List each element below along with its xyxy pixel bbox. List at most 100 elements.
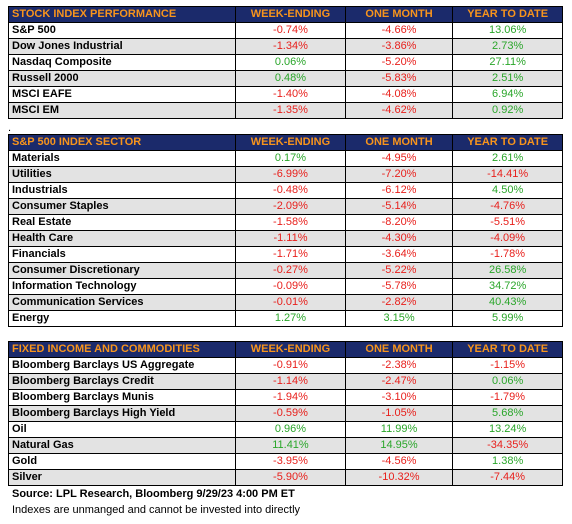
cell-value: 2.61% <box>452 150 563 167</box>
row-label: MSCI EM <box>7 102 237 119</box>
cell-value: -1.11% <box>235 230 346 247</box>
cell-value: 26.58% <box>452 262 563 279</box>
row-label: Consumer Staples <box>7 198 237 215</box>
cell-value: -5.51% <box>452 214 563 231</box>
data-row: S&P 500 -0.74% -4.66% 13.06% <box>7 22 563 39</box>
cell-value: -3.10% <box>344 389 454 406</box>
cell-value: -4.66% <box>344 22 454 39</box>
data-row: Communication Services -0.01% -2.82% 40.43% <box>7 294 563 311</box>
cell-value: -14.41% <box>452 166 563 183</box>
cell-value: -4.62% <box>344 102 454 119</box>
column-header: ONE MONTH <box>344 134 454 151</box>
data-row: Silver -5.90% -10.32% -7.44% <box>7 469 563 486</box>
column-header: WEEK-ENDING <box>235 6 346 23</box>
cell-value: 4.50% <box>452 182 563 199</box>
cell-value: -1.79% <box>452 389 563 406</box>
cell-value: -4.56% <box>344 453 454 470</box>
cell-value: -1.40% <box>235 86 346 103</box>
data-row: Bloomberg Barclays US Aggregate -0.91% -2.… <box>7 357 563 374</box>
cell-value: -0.59% <box>235 405 346 422</box>
row-label: Nasdaq Composite <box>7 54 237 71</box>
cell-value: -8.20% <box>344 214 454 231</box>
data-row: Dow Jones Industrial -1.34% -3.86% 2.73% <box>7 38 563 55</box>
data-row: MSCI EAFE -1.40% -4.08% 6.94% <box>7 86 563 103</box>
stock-index-table: STOCK INDEX PERFORMANCE WEEK-ENDING ONE MO… <box>7 6 563 119</box>
cell-value: -0.01% <box>235 294 346 311</box>
cell-value: -7.20% <box>344 166 454 183</box>
column-header: YEAR TO DATE <box>452 134 563 151</box>
cell-value: -3.86% <box>344 38 454 55</box>
row-label: Bloomberg Barclays Credit <box>7 373 237 390</box>
header-row: STOCK INDEX PERFORMANCE WEEK-ENDING ONE MO… <box>7 6 563 23</box>
cell-value: -5.90% <box>235 469 346 486</box>
cell-value: 6.94% <box>452 86 563 103</box>
column-header: YEAR TO DATE <box>452 6 563 23</box>
sector-table: S&P 500 INDEX SECTOR WEEK-ENDING ONE MONTH… <box>7 134 563 327</box>
cell-value: -0.27% <box>235 262 346 279</box>
header-row: FIXED INCOME AND COMMODITIES WEEK-ENDING O… <box>7 341 563 358</box>
row-label: S&P 500 <box>7 22 237 39</box>
data-row: Energy 1.27% 3.15% 5.99% <box>7 310 563 327</box>
cell-value: -4.95% <box>344 150 454 167</box>
cell-value: 27.11% <box>452 54 563 71</box>
cell-value: -1.14% <box>235 373 346 390</box>
cell-value: -7.44% <box>452 469 563 486</box>
cell-value: -3.95% <box>235 453 346 470</box>
cell-value: 0.92% <box>452 102 563 119</box>
cell-value: -10.32% <box>344 469 454 486</box>
cell-value: 13.06% <box>452 22 563 39</box>
row-label: Energy <box>7 310 237 327</box>
fixed-income-table: FIXED INCOME AND COMMODITIES WEEK-ENDING O… <box>7 341 563 486</box>
data-row: Financials -1.71% -3.64% -1.78% <box>7 246 563 263</box>
data-row: Bloomberg Barclays Munis -1.94% -3.10% -1.7… <box>7 389 563 406</box>
cell-value: -5.14% <box>344 198 454 215</box>
column-header: WEEK-ENDING <box>235 341 346 358</box>
data-row: Real Estate -1.58% -8.20% -5.51% <box>7 214 563 231</box>
cell-value: -2.47% <box>344 373 454 390</box>
cell-value: -6.12% <box>344 182 454 199</box>
header-row: S&P 500 INDEX SECTOR WEEK-ENDING ONE MONTH… <box>7 134 563 151</box>
row-label: Bloomberg Barclays Munis <box>7 389 237 406</box>
cell-value: -2.09% <box>235 198 346 215</box>
row-label: Information Technology <box>7 278 237 295</box>
row-label: Utilities <box>7 166 237 183</box>
source: Source: LPL Research, Bloomberg 9/29/23 … <box>12 488 295 500</box>
row-label: Russell 2000 <box>7 70 237 87</box>
row-label: Communication Services <box>7 294 237 311</box>
row-label: Gold <box>7 453 237 470</box>
row-label: Oil <box>7 421 237 438</box>
cell-value: -2.38% <box>344 357 454 374</box>
data-row: Utilities -6.99% -7.20% -14.41% <box>7 166 563 183</box>
data-row: Consumer Staples -2.09% -5.14% -4.76% <box>7 198 563 215</box>
data-row: Industrials -0.48% -6.12% 4.50% <box>7 182 563 199</box>
cell-value: -5.20% <box>344 54 454 71</box>
data-row: Information Technology -0.09% -5.78% 34.72% <box>7 278 563 295</box>
cell-value: -1.34% <box>235 38 346 55</box>
cell-value: -0.91% <box>235 357 346 374</box>
cell-value: -3.64% <box>344 246 454 263</box>
cell-value: -4.76% <box>452 198 563 215</box>
cell-value: -1.71% <box>235 246 346 263</box>
row-label: Consumer Discretionary <box>7 262 237 279</box>
cell-value: -5.78% <box>344 278 454 295</box>
cell-value: -0.09% <box>235 278 346 295</box>
cell-value: 0.06% <box>235 54 346 71</box>
column-header: ONE MONTH <box>344 341 454 358</box>
cell-value: 0.48% <box>235 70 346 87</box>
cell-value: 11.41% <box>235 437 346 454</box>
cell-value: 2.73% <box>452 38 563 55</box>
row-label: Dow Jones Industrial <box>7 38 237 55</box>
row-label: MSCI EAFE <box>7 86 237 103</box>
data-row: Gold -3.95% -4.56% 1.38% <box>7 453 563 470</box>
data-row: Bloomberg Barclays Credit -1.14% -2.47% 0.0… <box>7 373 563 390</box>
cell-value: 0.06% <box>452 373 563 390</box>
cell-value: 1.27% <box>235 310 346 327</box>
cell-value: 14.95% <box>344 437 454 454</box>
cell-value: 5.68% <box>452 405 563 422</box>
cell-value: -6.99% <box>235 166 346 183</box>
cell-value: -1.15% <box>452 357 563 374</box>
cell-value: 0.96% <box>235 421 346 438</box>
data-row: Health Care -1.11% -4.30% -4.09% <box>7 230 563 247</box>
cell-value: -1.78% <box>452 246 563 263</box>
row-label: Natural Gas <box>7 437 237 454</box>
